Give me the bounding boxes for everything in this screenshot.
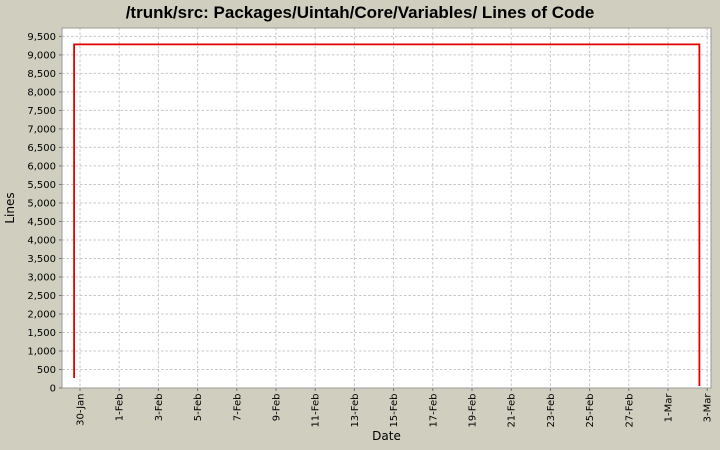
- y-tick-label: 8,000: [27, 87, 56, 98]
- x-tick-label: 30-Jan: [76, 394, 87, 426]
- x-tick-label: 3-Mar: [703, 393, 714, 423]
- y-tick-label: 9,500: [27, 32, 56, 43]
- x-tick-label: 17-Feb: [428, 394, 439, 428]
- y-tick-label: 3,000: [27, 272, 56, 283]
- series-line-lines-of-code: [73, 43, 701, 386]
- x-tick-label: 27-Feb: [624, 394, 635, 428]
- y-tick-label: 6,500: [27, 143, 56, 154]
- y-tick-label: 5,000: [27, 198, 56, 209]
- x-tick-label: 21-Feb: [507, 394, 518, 428]
- x-tick-label: 7-Feb: [232, 394, 243, 422]
- x-tick-label: 1-Mar: [664, 393, 675, 423]
- y-tick-label: 7,000: [27, 124, 56, 135]
- y-tick-label: 4,500: [27, 217, 56, 228]
- y-tick-label: 9,000: [27, 50, 56, 61]
- x-tick-label: 23-Feb: [546, 394, 557, 428]
- y-tick-label: 2,000: [27, 309, 56, 320]
- y-tick-label: 0: [50, 384, 56, 395]
- y-tick-label: 1,500: [27, 328, 56, 339]
- y-tick-label: 3,500: [27, 254, 56, 265]
- x-tick-label: 13-Feb: [350, 394, 361, 428]
- x-tick-label: 11-Feb: [311, 394, 322, 428]
- x-tick-label: 15-Feb: [389, 394, 400, 428]
- x-tick-label: 25-Feb: [585, 394, 596, 428]
- x-tick-label: 19-Feb: [468, 394, 479, 428]
- y-tick-label: 500: [37, 365, 56, 376]
- y-axis-title: Lines: [3, 192, 17, 223]
- plot-area: [62, 28, 711, 388]
- plot-border: [61, 27, 712, 389]
- y-tick-label: 8,500: [27, 69, 56, 80]
- x-tick-label: 3-Feb: [154, 394, 165, 422]
- y-tick-label: 6,000: [27, 161, 56, 172]
- y-tick-label: 2,500: [27, 291, 56, 302]
- x-tick-label: 1-Feb: [115, 394, 126, 422]
- x-tick-label: 5-Feb: [193, 394, 204, 422]
- y-tick-label: 1,000: [27, 346, 56, 357]
- chart-title: /trunk/src: Packages/Uintah/Core/Variabl…: [125, 3, 595, 22]
- y-tick-label: 7,500: [27, 106, 56, 117]
- y-tick-label: 4,000: [27, 235, 56, 246]
- x-tick-label: 9-Feb: [272, 394, 283, 422]
- y-tick-label: 5,500: [27, 180, 56, 191]
- x-axis-title: Date: [372, 429, 401, 443]
